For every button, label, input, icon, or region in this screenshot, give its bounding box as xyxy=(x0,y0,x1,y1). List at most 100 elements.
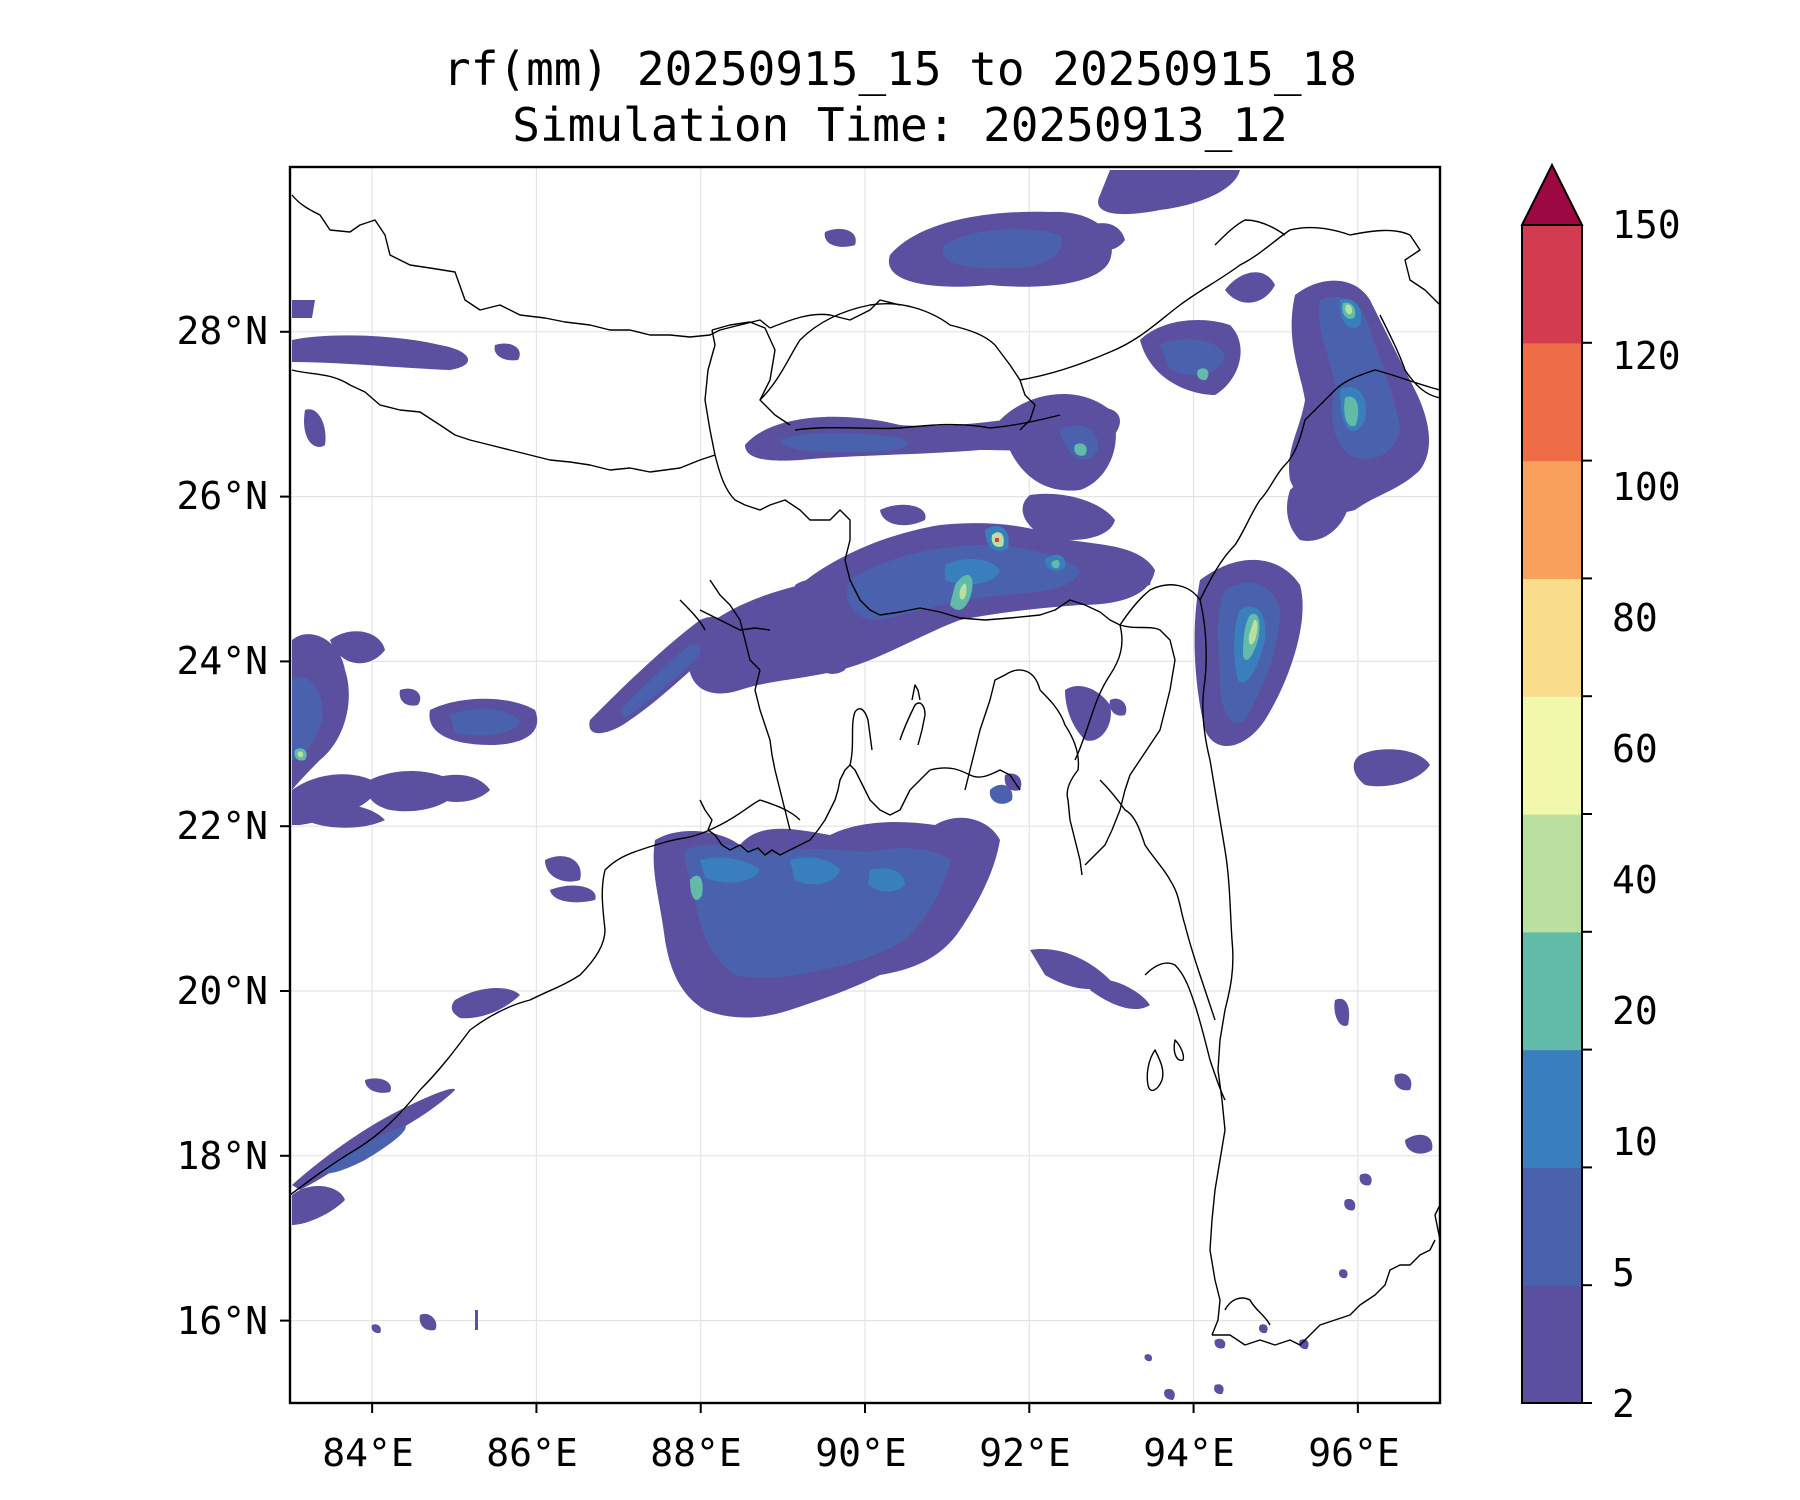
rain-area xyxy=(959,583,967,600)
rain-area xyxy=(1164,1388,1175,1400)
rain-area xyxy=(545,856,581,882)
lat-label-20: 20°N xyxy=(176,969,268,1013)
rain-area xyxy=(430,774,490,802)
rain-area xyxy=(1405,1134,1433,1154)
colorbar xyxy=(1520,162,1592,1404)
colorbar-label-80: 80 xyxy=(1612,596,1658,640)
colorbar-segment xyxy=(1522,814,1582,933)
rain-area xyxy=(1248,619,1258,645)
lon-label-90: 90°E xyxy=(815,1431,907,1475)
chart-title: rf(mm) 20250915_15 to 20250915_18 xyxy=(443,42,1357,96)
rain-area xyxy=(310,804,385,828)
lat-label-26: 26°N xyxy=(176,474,268,518)
rain-area xyxy=(1287,476,1350,541)
rain-area xyxy=(330,631,385,664)
rain-area xyxy=(1144,1354,1153,1362)
rain-area xyxy=(620,644,701,718)
rain-area xyxy=(1394,1073,1412,1091)
lat-label-22: 22°N xyxy=(176,804,268,848)
rain-area xyxy=(1345,304,1353,315)
rain-area xyxy=(1344,1198,1356,1211)
colorbar-label-150: 150 xyxy=(1612,203,1681,247)
colorbar-segment xyxy=(1522,696,1582,815)
rain-area xyxy=(1344,396,1359,427)
colorbar-label-5: 5 xyxy=(1612,1251,1635,1295)
colorbar-segment xyxy=(1522,225,1582,344)
rain-area xyxy=(292,677,323,760)
rain-area xyxy=(297,751,304,758)
rain-area xyxy=(1160,339,1225,375)
colorbar-segment xyxy=(1522,460,1582,579)
rain-area xyxy=(989,784,1013,804)
colorbar-segment xyxy=(1522,1167,1582,1286)
rain-area xyxy=(1000,393,1116,491)
rain-area xyxy=(1098,170,1240,215)
rain-area xyxy=(1022,493,1115,540)
lon-label-86: 86°E xyxy=(486,1431,578,1475)
rain-area xyxy=(1060,425,1099,460)
rain-area xyxy=(1109,698,1127,716)
rain-area xyxy=(1334,998,1350,1026)
rain-area xyxy=(1214,1384,1224,1395)
colorbar-label-2: 2 xyxy=(1612,1382,1635,1426)
rain-area xyxy=(810,646,846,674)
rain-area xyxy=(371,1324,381,1334)
rain-area xyxy=(450,709,520,736)
colorbar-label-10: 10 xyxy=(1612,1120,1658,1164)
colorbar-segment xyxy=(1522,1285,1582,1404)
rain-area xyxy=(943,229,1062,269)
rain-area xyxy=(365,1078,391,1093)
rain-area xyxy=(1299,1339,1309,1350)
rain-area xyxy=(1197,368,1209,381)
rain-area xyxy=(1353,749,1430,787)
colorbar-label-60: 60 xyxy=(1612,727,1658,771)
lat-label-18: 18°N xyxy=(176,1134,268,1178)
rain-area xyxy=(494,343,520,361)
rain-area xyxy=(451,988,520,1019)
rain-area xyxy=(780,433,908,452)
rain-area xyxy=(1318,296,1400,459)
colorbar-segment xyxy=(1522,1049,1582,1168)
rain-area xyxy=(320,1125,406,1174)
lat-label-24: 24°N xyxy=(176,639,268,683)
rain-area xyxy=(1030,949,1110,990)
lon-label-94: 94°E xyxy=(1143,1431,1235,1475)
rain-area xyxy=(304,409,326,447)
rain-area xyxy=(880,504,926,526)
colorbar-segment xyxy=(1522,931,1582,1051)
chart-subtitle: Simulation Time: 20250913_12 xyxy=(512,98,1288,152)
rain-area xyxy=(995,538,999,542)
rain-area xyxy=(1065,685,1111,741)
colorbar-label-100: 100 xyxy=(1612,465,1681,509)
rain-area xyxy=(292,300,315,318)
colorbar-label-40: 40 xyxy=(1612,858,1658,902)
rain-area xyxy=(1051,559,1060,569)
rain-area xyxy=(700,857,760,883)
rain-area xyxy=(1359,1173,1372,1186)
rain-area xyxy=(1258,1324,1268,1334)
lat-label-28: 28°N xyxy=(176,309,268,353)
rain-area xyxy=(1214,1338,1226,1349)
rain-area xyxy=(790,857,840,885)
colorbar-label-20: 20 xyxy=(1612,989,1658,1033)
axis-ticks xyxy=(280,330,1359,1413)
rain-area xyxy=(1090,979,1150,1010)
rain-area xyxy=(399,688,421,706)
boundaries xyxy=(290,194,1440,1346)
rain-area xyxy=(1225,272,1275,303)
lat-label-16: 16°N xyxy=(176,1299,268,1343)
rain-area xyxy=(292,335,469,370)
rain-area xyxy=(1080,223,1125,251)
lon-label-96: 96°E xyxy=(1308,1431,1400,1475)
colorbar-segment xyxy=(1522,342,1582,462)
lon-label-84: 84°E xyxy=(322,1431,414,1475)
rain-area xyxy=(1074,443,1087,456)
lon-label-88: 88°E xyxy=(650,1431,742,1475)
rain-area xyxy=(945,558,1000,585)
rain-area xyxy=(292,1185,345,1225)
rain-area xyxy=(824,228,856,247)
rain-area xyxy=(690,875,703,900)
lon-label-92: 92°E xyxy=(979,1431,1071,1475)
rain-area xyxy=(795,579,830,604)
